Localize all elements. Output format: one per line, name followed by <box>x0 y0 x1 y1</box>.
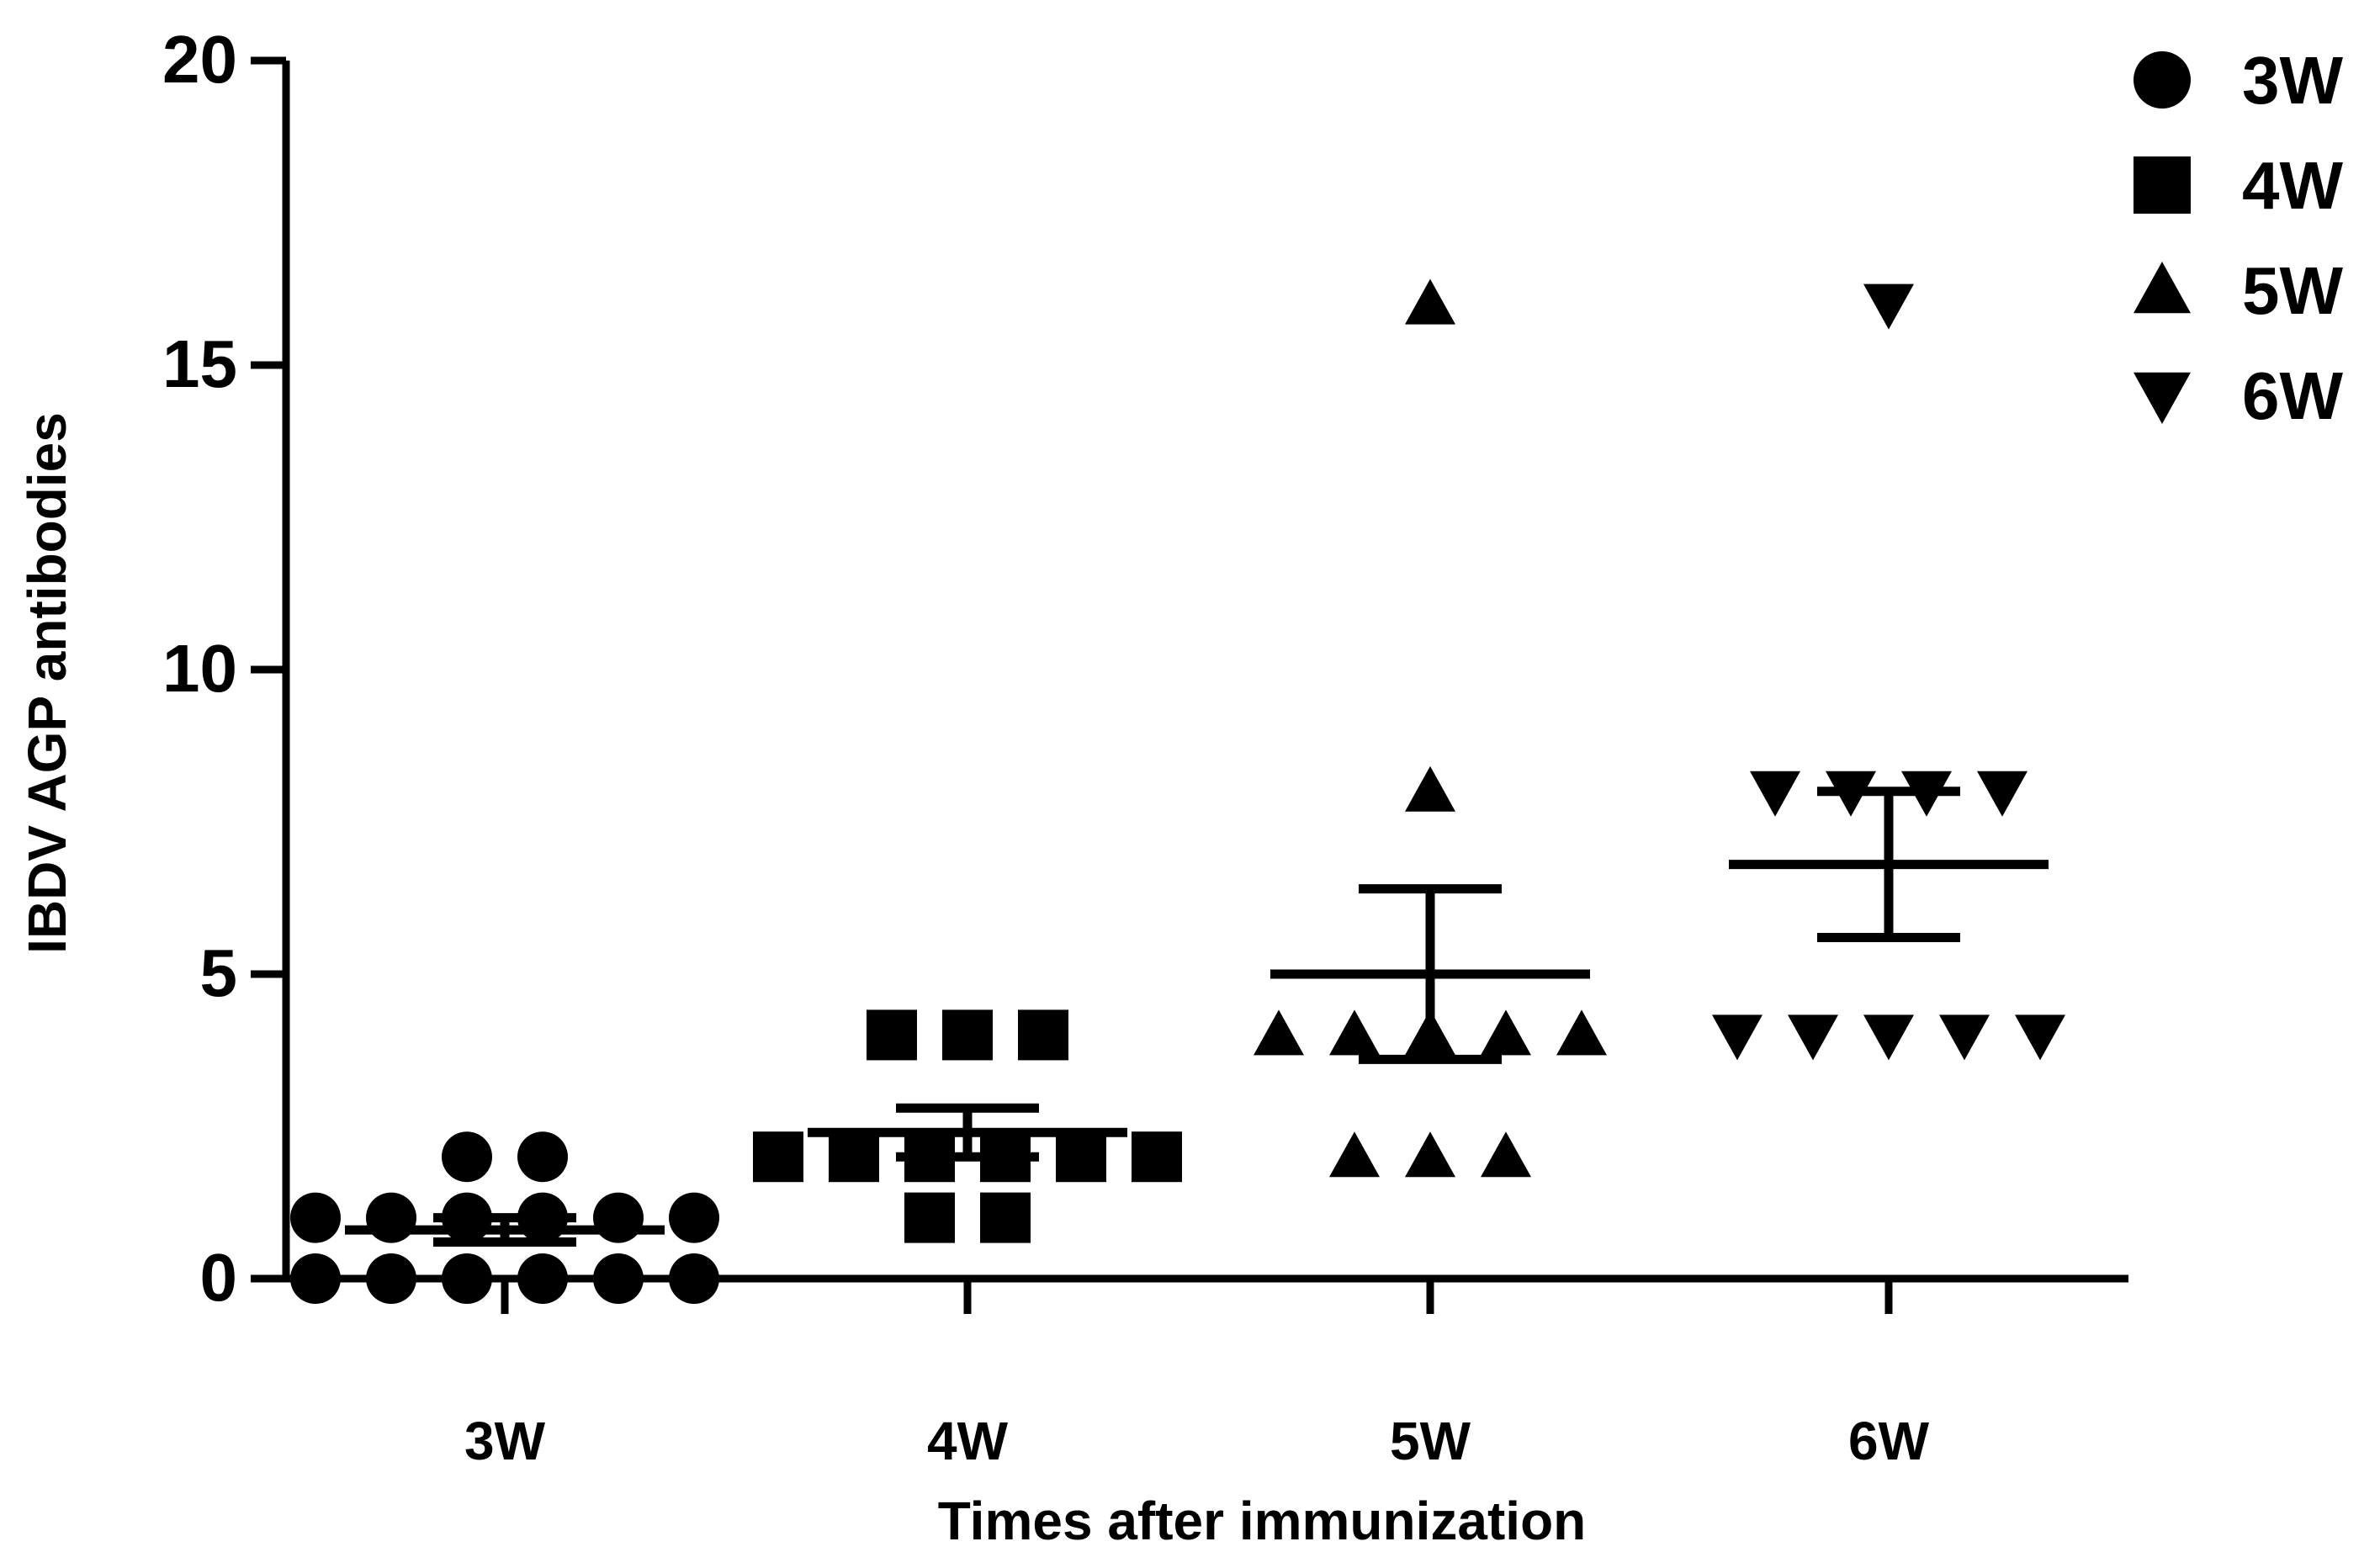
y-tick-label: 0 <box>200 1240 238 1315</box>
data-point <box>442 1253 492 1304</box>
data-point <box>2015 1014 2065 1061</box>
data-point <box>366 1253 416 1304</box>
x-tick-label: 4W <box>927 1411 1009 1471</box>
y-tick-label: 15 <box>162 326 237 401</box>
x-tick-label: 6W <box>1848 1411 1930 1471</box>
y-tick-label: 5 <box>200 935 238 1010</box>
data-point <box>1863 283 1914 330</box>
data-point <box>1788 1014 1838 1061</box>
legend-label: 4W <box>2242 148 2343 223</box>
data-point <box>1712 1014 1762 1061</box>
data-point <box>366 1192 416 1243</box>
data-point <box>1018 1009 1068 1061</box>
data-point <box>517 1131 568 1183</box>
data-point <box>1481 1009 1531 1056</box>
legend-marker <box>2134 262 2191 314</box>
y-tick-label: 10 <box>162 631 237 706</box>
data-point <box>1750 771 1800 817</box>
data-point <box>753 1131 803 1183</box>
data-point <box>442 1131 492 1183</box>
data-point <box>593 1192 644 1243</box>
data-point <box>1405 1131 1455 1178</box>
x-tick-label: 3W <box>464 1411 546 1471</box>
data-points <box>290 278 2065 1304</box>
data-point <box>1556 1009 1607 1056</box>
data-point <box>904 1192 955 1243</box>
data-point <box>1939 1014 1990 1061</box>
data-point <box>669 1253 719 1304</box>
y-tick-label: 20 <box>162 22 237 97</box>
data-point <box>1132 1131 1182 1183</box>
y-axis-title: IBDV AGP antibodies <box>17 412 77 954</box>
data-point <box>1329 1131 1380 1178</box>
data-point <box>867 1009 917 1061</box>
legend-marker <box>2134 51 2191 109</box>
data-point <box>829 1131 879 1183</box>
data-point <box>942 1009 993 1061</box>
data-point <box>1481 1131 1531 1178</box>
legend-marker <box>2134 372 2191 424</box>
legend-label: 5W <box>2242 253 2343 328</box>
x-tick-label: 5W <box>1390 1411 1471 1471</box>
data-point <box>290 1253 341 1304</box>
x-axis-title: Times after immunization <box>938 1491 1587 1551</box>
data-point <box>290 1192 341 1243</box>
data-point <box>593 1253 644 1304</box>
data-point <box>1405 278 1455 325</box>
legend-label: 3W <box>2242 43 2343 118</box>
data-point <box>980 1192 1031 1243</box>
mean-sem-bars <box>345 787 2049 1248</box>
data-point <box>1405 765 1455 812</box>
data-point <box>517 1253 568 1304</box>
legend: 3W 4W 5W 6W <box>2134 43 2343 433</box>
data-point <box>1329 1009 1380 1056</box>
axes: 0 5 10 15 20 3W 4W 5W 6W <box>162 22 2128 1471</box>
legend-marker <box>2134 156 2191 214</box>
data-point <box>1056 1131 1106 1183</box>
legend-label: 6W <box>2242 358 2343 433</box>
data-point <box>669 1192 719 1243</box>
data-point <box>1254 1009 1304 1056</box>
data-point <box>1977 771 2028 817</box>
data-point <box>1863 1014 1914 1061</box>
